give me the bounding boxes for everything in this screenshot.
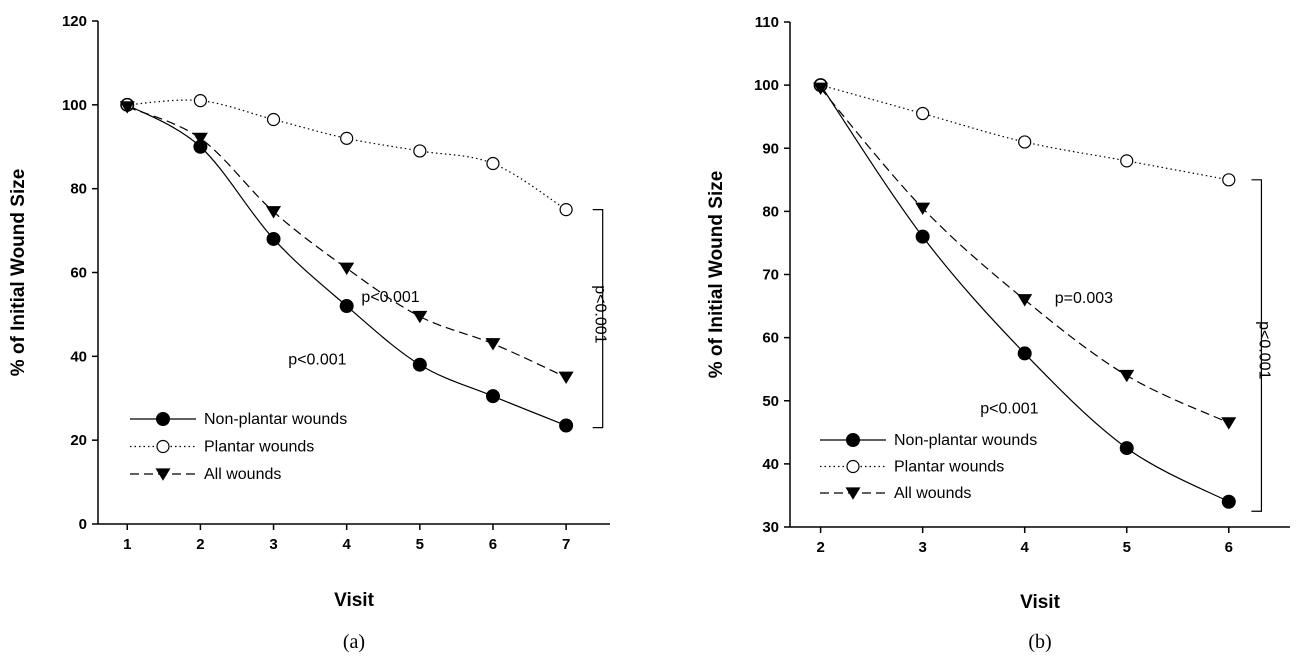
legend-label: Plantar wounds	[204, 439, 314, 456]
y-tick-label: 40	[762, 456, 779, 473]
p-value-annotation: p<0.001	[361, 289, 419, 306]
data-point	[485, 389, 500, 404]
series-line	[820, 84, 1230, 503]
legend-label: All wounds	[204, 466, 281, 483]
x-axis-title: Visit	[1020, 592, 1060, 613]
legend-marker	[155, 468, 171, 481]
x-tick-label: 6	[1225, 539, 1233, 556]
significance-bracket	[1251, 179, 1263, 512]
legend-label: Non-plantar wounds	[894, 432, 1037, 449]
legend-label: Plantar wounds	[894, 459, 1004, 476]
legend-marker	[846, 459, 860, 474]
panel-label: (b)	[1028, 631, 1051, 653]
x-tick-label: 6	[489, 536, 497, 553]
series-plantar-wounds	[814, 78, 1236, 187]
y-tick-label: 80	[762, 203, 779, 220]
panel-label: (a)	[343, 631, 365, 653]
series-plantar-wounds	[120, 94, 573, 217]
data-point	[339, 262, 355, 276]
x-tick-label: 2	[816, 539, 824, 556]
y-tick-label: 0	[79, 516, 87, 533]
y-tick-label: 80	[70, 181, 87, 198]
data-point	[1221, 417, 1237, 430]
y-tick-label: 60	[762, 330, 779, 347]
y-axis-title: % of Initial Wound Size	[8, 169, 29, 377]
y-tick-label: 30	[762, 519, 779, 536]
y-tick-label: 120	[62, 13, 87, 30]
legend-label: All wounds	[894, 485, 971, 502]
x-tick-label: 5	[1123, 539, 1131, 556]
p-value-annotation: p<0.001	[980, 400, 1038, 417]
x-tick-label: 2	[196, 536, 204, 553]
y-tick-label: 70	[762, 267, 779, 284]
legend-marker	[845, 487, 861, 500]
data-point	[813, 82, 829, 96]
data-point	[915, 229, 930, 244]
data-point	[192, 132, 208, 146]
y-tick-label: 100	[62, 97, 87, 114]
data-point	[1119, 441, 1134, 456]
y-tick-label: 100	[754, 77, 779, 94]
data-point	[413, 144, 427, 158]
data-point	[339, 299, 354, 314]
y-tick-label: 60	[70, 265, 87, 282]
data-point	[559, 203, 573, 217]
x-tick-label: 7	[562, 536, 570, 553]
y-tick-label: 20	[70, 432, 87, 449]
series-all-wounds	[119, 101, 574, 385]
data-point	[193, 94, 207, 108]
data-point	[1017, 294, 1033, 307]
x-tick-label: 3	[269, 536, 277, 553]
legend-marker	[156, 439, 170, 454]
legend: Non-plantar wounds Plantar wounds All woun…	[820, 432, 1037, 502]
y-tick-label: 50	[762, 393, 779, 410]
x-tick-label: 4	[343, 536, 352, 553]
legend-marker	[846, 433, 860, 447]
series-line	[127, 99, 567, 211]
series-line	[820, 84, 1229, 181]
y-tick-label: 90	[762, 140, 779, 157]
data-point	[559, 418, 574, 433]
legend-label: Non-plantar wounds	[204, 411, 347, 428]
p-value-annotation: p<0.001	[288, 352, 346, 369]
p-value-annotation: p=0.003	[1055, 290, 1113, 307]
data-point	[1119, 369, 1135, 383]
legend: Non-plantar wounds Plantar wounds All woun…	[130, 411, 347, 483]
data-point	[266, 206, 282, 219]
data-point	[266, 231, 281, 246]
data-point	[1120, 154, 1134, 168]
data-point	[485, 338, 501, 351]
data-point	[340, 131, 354, 145]
y-tick-label: 40	[70, 348, 87, 365]
p-value-annotation: p<0.001	[1255, 321, 1272, 379]
data-point	[1017, 346, 1032, 361]
data-point	[486, 156, 500, 171]
data-point	[915, 202, 931, 215]
x-tick-label: 4	[1021, 539, 1030, 556]
data-point	[916, 106, 930, 121]
data-point	[1018, 135, 1032, 149]
data-point	[1221, 494, 1236, 509]
data-point	[1222, 173, 1236, 187]
x-axis-title: Visit	[334, 590, 374, 611]
data-point	[558, 371, 574, 385]
x-tick-label: 1	[123, 536, 131, 553]
series-line	[127, 106, 567, 378]
significance-bracket	[592, 209, 604, 429]
chart-panel-b: 30 40 50 60 70 80 90 100 110 2 3 4 5 6 Visit % of Initi…	[706, 14, 1290, 653]
series-all-wounds	[813, 82, 1237, 430]
legend-marker	[156, 412, 170, 426]
data-point	[119, 101, 135, 114]
data-point	[412, 310, 428, 324]
p-value-annotation: p<0.001	[591, 285, 608, 343]
x-tick-label: 3	[918, 539, 926, 556]
data-point	[412, 357, 427, 372]
x-tick-label: 5	[416, 536, 424, 553]
data-point	[266, 112, 281, 127]
chart-panel-a: 0 20 40 60 80 100 120 1 2 3 4 5 6 7 Visit % of Initial …	[8, 13, 610, 653]
y-tick-label: 110	[755, 14, 779, 31]
y-axis-title: % of Initial Wound Size	[706, 171, 727, 379]
